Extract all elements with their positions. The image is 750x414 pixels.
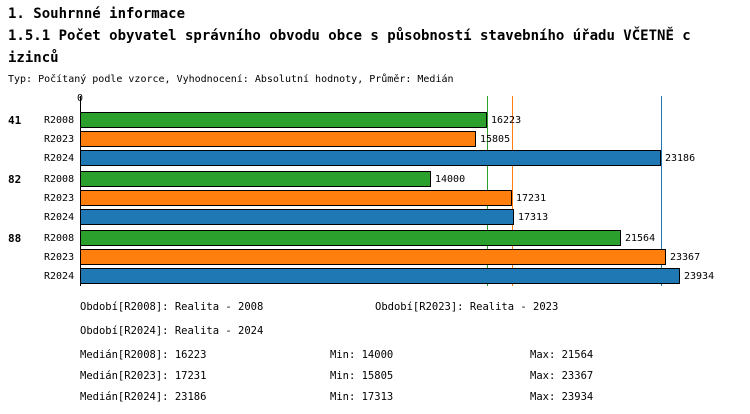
- median-line-R2023: [512, 96, 513, 286]
- median-line-R2024: [661, 96, 662, 286]
- bar-row: R2023 23367: [8, 249, 750, 265]
- legend-max-r2024: Max: 23934: [530, 391, 594, 403]
- legend-min-r2024: Min: 17313: [330, 391, 394, 403]
- legend-row: Medián[R2024]: 23186 Min: 17313 Max: 239…: [8, 389, 750, 410]
- bar-value-label: 23367: [670, 251, 701, 263]
- bar-row: R2023 17231: [8, 190, 750, 206]
- bar-82-R2023: [80, 190, 512, 206]
- bar-88-R2024: [80, 268, 680, 284]
- series-label: R2008: [44, 232, 75, 244]
- bar-value-label: 23934: [684, 270, 715, 282]
- bar-value-label: 21564: [625, 232, 656, 244]
- legend-max-r2008: Max: 21564: [530, 349, 594, 361]
- bar-88-R2008: [80, 230, 621, 246]
- bar-group-82: 82 R2008 14000 R2023 17231 R2024 17313: [8, 171, 750, 225]
- bar-row: R2024 23186: [8, 150, 750, 166]
- bar-41-R2008: [80, 112, 487, 128]
- series-label: R2023: [44, 133, 75, 145]
- legend-period-r2024: Období[R2024]: Realita - 2024: [80, 325, 264, 337]
- bar-row: R2024 17313: [8, 209, 750, 225]
- group-label: 41: [8, 113, 22, 127]
- series-label: R2024: [44, 211, 75, 223]
- bar-value-label: 15805: [480, 133, 511, 145]
- bar-value-label: 14000: [435, 173, 466, 185]
- axis-zero-label: 0: [77, 92, 750, 108]
- series-label: R2008: [44, 114, 75, 126]
- legend-row: Medián[R2008]: 16223 Min: 14000 Max: 215…: [8, 347, 750, 368]
- bar-value-label: 17231: [516, 192, 547, 204]
- legend-period-r2023: Období[R2023]: Realita - 2023: [375, 301, 559, 313]
- legend-period-r2008: Období[R2008]: Realita - 2008: [80, 301, 264, 313]
- bar-group-41: 41 R2008 16223 R2023 15805 R2024 23186: [8, 112, 750, 166]
- group-label: 88: [8, 231, 22, 245]
- legend-row: Medián[R2023]: 17231 Min: 15805 Max: 233…: [8, 368, 750, 389]
- legend-row: Období[R2008]: Realita - 2008 Období[R20…: [8, 299, 750, 320]
- bar-row: R2023 15805: [8, 131, 750, 147]
- chart-title-line1: 1.5.1 Počet obyvatel správního obvodu ob…: [8, 28, 691, 44]
- series-label: R2024: [44, 152, 75, 164]
- legend-min-r2023: Min: 15805: [330, 370, 394, 382]
- chart-meta: Typ: Počítaný podle vzorce, Vyhodnocení:…: [8, 74, 454, 85]
- bar-value-label: 17313: [518, 211, 549, 223]
- chart-title-line2: izinců: [8, 50, 59, 66]
- bar-82-R2024: [80, 209, 514, 225]
- legend-median-r2024: Medián[R2024]: 23186: [80, 391, 207, 403]
- bar-row: R2024 23934: [8, 268, 750, 284]
- legend-median-r2023: Medián[R2023]: 17231: [80, 370, 207, 382]
- series-label: R2024: [44, 270, 75, 282]
- bar-41-R2024: [80, 150, 661, 166]
- group-label: 82: [8, 172, 22, 186]
- bar-88-R2023: [80, 249, 666, 265]
- legend-max-r2023: Max: 23367: [530, 370, 594, 382]
- bar-group-88: 88 R2008 21564 R2023 23367 R2024 23934: [8, 230, 750, 284]
- bar-41-R2023: [80, 131, 476, 147]
- bar-chart: 0 41 R2008 16223 R2023 15805 R2024 23186 82 R200…: [8, 92, 750, 286]
- report-title: 1. Souhrnné informace: [8, 6, 186, 22]
- chart-plot: 41 R2008 16223 R2023 15805 R2024 23186 82 R2008 1…: [8, 96, 750, 286]
- bar-row: 88 R2008 21564: [8, 230, 750, 246]
- series-label: R2023: [44, 192, 75, 204]
- legend-row: Období[R2024]: Realita - 2024: [8, 323, 750, 344]
- series-label: R2023: [44, 251, 75, 263]
- bar-row: 82 R2008 14000: [8, 171, 750, 187]
- bar-82-R2008: [80, 171, 431, 187]
- legend-min-r2008: Min: 14000: [330, 349, 394, 361]
- bar-value-label: 23186: [665, 152, 696, 164]
- bar-value-label: 16223: [491, 114, 522, 126]
- bar-row: 41 R2008 16223: [8, 112, 750, 128]
- legend-median-r2008: Medián[R2008]: 16223: [80, 349, 207, 361]
- chart-legend: Období[R2008]: Realita - 2008 Období[R20…: [8, 299, 750, 410]
- series-label: R2008: [44, 173, 75, 185]
